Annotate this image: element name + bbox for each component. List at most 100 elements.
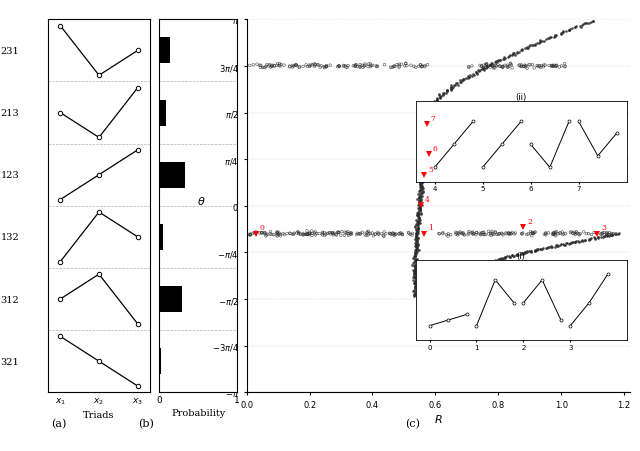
Point [408, 254, 419, 262]
Point [557, 231, 568, 239]
Point [486, 258, 497, 265]
Point [531, 40, 541, 47]
Point [264, 63, 274, 70]
Point [412, 247, 422, 254]
Point [525, 62, 535, 69]
Point [487, 63, 497, 70]
Point [548, 64, 558, 71]
Point [413, 226, 424, 233]
Point [456, 269, 466, 276]
Point [429, 99, 440, 106]
Point [559, 230, 569, 238]
Point [602, 231, 612, 238]
Point [438, 278, 448, 285]
Point [495, 57, 505, 64]
Point [431, 98, 441, 105]
Point [429, 285, 439, 293]
Point [598, 233, 609, 240]
Point [412, 258, 422, 265]
Point [435, 94, 445, 101]
Point [458, 230, 468, 237]
Point [479, 67, 489, 74]
Point [467, 63, 477, 70]
Point [431, 283, 442, 290]
Point [479, 65, 489, 73]
Point [262, 62, 272, 69]
Point [379, 233, 389, 240]
Point [493, 257, 504, 264]
Point [420, 142, 431, 149]
Point [415, 182, 425, 189]
Point [411, 281, 421, 288]
Point [420, 138, 431, 146]
Point [295, 231, 305, 239]
Point [442, 232, 452, 239]
Point [310, 62, 320, 69]
Text: 231: 231 [1, 47, 19, 56]
Point [582, 20, 593, 27]
Point [572, 230, 582, 237]
Point [445, 275, 455, 282]
Point [468, 231, 478, 239]
Point [421, 139, 431, 147]
Point [415, 180, 426, 188]
Point [463, 231, 473, 239]
Point [552, 242, 563, 249]
Point [305, 230, 315, 237]
Point [414, 194, 424, 202]
Point [411, 281, 421, 289]
Point [412, 244, 422, 251]
Point [438, 90, 448, 97]
Point [556, 31, 566, 38]
Point [418, 178, 428, 185]
Point [269, 63, 279, 70]
Point [337, 228, 347, 235]
Point [556, 241, 566, 248]
Point [410, 284, 420, 291]
Point [516, 47, 527, 55]
Point [529, 229, 540, 236]
Point [465, 72, 475, 79]
Point [387, 231, 397, 239]
Point [497, 256, 507, 263]
Point [474, 262, 484, 269]
Text: (b): (b) [138, 418, 154, 428]
Point [289, 63, 299, 70]
Point [589, 235, 600, 242]
Point [413, 221, 423, 228]
Point [526, 249, 536, 256]
Point [421, 125, 431, 132]
Point [535, 40, 545, 47]
Point [374, 231, 384, 238]
Point [522, 231, 532, 239]
Point [573, 238, 583, 245]
Point [319, 64, 330, 71]
Point [346, 229, 356, 236]
Point [415, 184, 425, 191]
Point [421, 154, 431, 161]
Point [506, 62, 516, 69]
Point [248, 230, 258, 238]
Text: 213: 213 [1, 109, 19, 118]
Point [550, 32, 561, 40]
Point [257, 230, 267, 237]
Point [580, 237, 591, 244]
Point [422, 124, 433, 131]
Point [417, 162, 428, 169]
Point [367, 230, 378, 237]
Point [457, 267, 467, 275]
Point [433, 280, 443, 287]
Point [385, 230, 395, 238]
Point [435, 230, 445, 238]
Point [267, 62, 277, 69]
Point [413, 247, 424, 254]
Point [419, 154, 429, 161]
Point [499, 55, 509, 62]
Point [497, 230, 507, 237]
Point [422, 120, 432, 127]
Point [504, 253, 514, 260]
Point [552, 243, 563, 250]
Point [499, 54, 509, 61]
Point [573, 239, 584, 246]
Point [505, 61, 515, 69]
